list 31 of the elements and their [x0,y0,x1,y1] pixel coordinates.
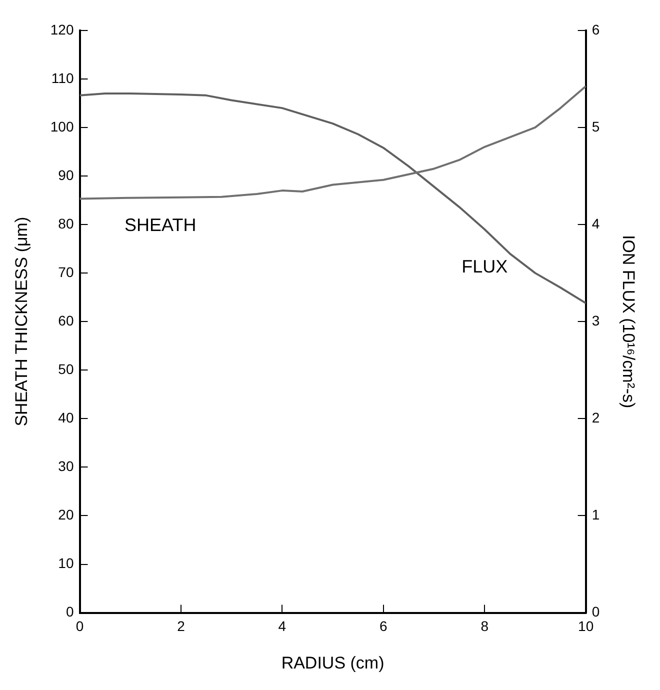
y2-tick-label: 2 [592,410,600,426]
y-tick-label: 90 [58,166,74,183]
x-tick-label: 4 [278,618,286,634]
y2-tick-label: 5 [592,118,600,134]
y2-tick-label: 0 [592,604,600,620]
y-tick-label: 80 [58,215,74,232]
x-tick-label: 10 [578,618,594,634]
x-axis-title: RADIUS (cm) [281,653,384,672]
y-tick-label: 10 [58,555,74,572]
y2-tick-label: 4 [592,215,600,232]
y-axis-title: SHEATH THICKNESS (μm) [12,216,31,426]
x-tick-label: 2 [177,618,186,634]
y-tick-label: 40 [58,410,74,426]
y-tick-label: 30 [58,458,74,474]
y-tick-label: 20 [58,506,74,523]
series-label: FLUX [462,256,508,276]
x-tick-label: 0 [76,618,84,634]
y2-tick-label: 3 [592,312,600,328]
y-tick-label: 120 [50,21,74,38]
y-tick-label: 110 [51,70,74,86]
x-tick-label: 6 [379,618,388,634]
y2-tick-label: 1 [592,506,600,523]
y2-axis-title: ION FLUX (10¹⁶/cm²-s) [619,234,638,408]
y-tick-label: 0 [66,604,74,620]
y-tick-label: 70 [58,264,74,280]
y2-tick-label: 6 [592,21,600,38]
y-tick-label: 100 [50,118,74,134]
y-tick-label: 50 [58,360,74,377]
series-label: SHEATH [124,214,196,235]
y-tick-label: 60 [58,312,74,328]
x-tick-label: 8 [480,618,489,634]
